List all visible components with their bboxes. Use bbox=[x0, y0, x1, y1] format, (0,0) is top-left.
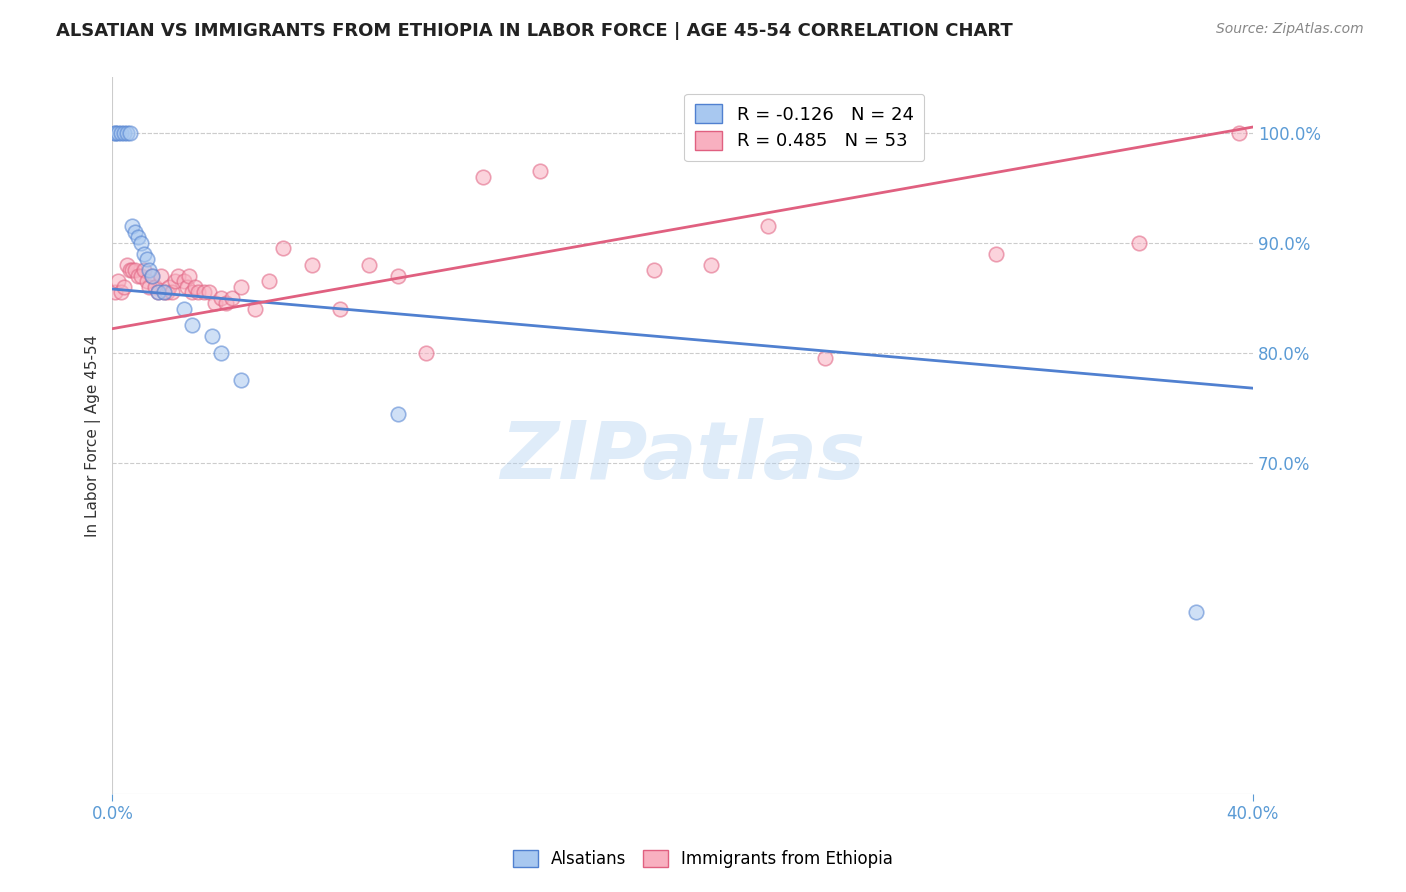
Point bbox=[529, 164, 551, 178]
Point bbox=[415, 346, 437, 360]
Point bbox=[387, 268, 409, 283]
Point bbox=[112, 126, 135, 140]
Point bbox=[141, 268, 163, 283]
Point bbox=[173, 274, 195, 288]
Point bbox=[387, 407, 409, 421]
Point bbox=[204, 296, 226, 310]
Point bbox=[104, 126, 127, 140]
Point bbox=[135, 274, 157, 288]
Point bbox=[257, 274, 280, 288]
Point bbox=[179, 268, 201, 283]
Point bbox=[132, 246, 155, 260]
Point bbox=[146, 285, 169, 300]
Text: ZIPatlas: ZIPatlas bbox=[501, 418, 865, 496]
Point bbox=[138, 280, 160, 294]
Point bbox=[159, 280, 181, 294]
Point bbox=[184, 280, 207, 294]
Point bbox=[201, 329, 224, 343]
Point bbox=[129, 235, 152, 250]
Point bbox=[146, 285, 169, 300]
Point bbox=[167, 268, 190, 283]
Point bbox=[149, 268, 172, 283]
Point bbox=[986, 246, 1008, 260]
Point bbox=[107, 274, 129, 288]
Point bbox=[176, 280, 198, 294]
Point bbox=[756, 219, 779, 234]
Point bbox=[1185, 605, 1208, 619]
Point bbox=[124, 225, 146, 239]
Point bbox=[181, 318, 204, 333]
Point bbox=[209, 346, 232, 360]
Point bbox=[301, 258, 323, 272]
Legend: Alsatians, Immigrants from Ethiopia: Alsatians, Immigrants from Ethiopia bbox=[506, 843, 900, 875]
Point bbox=[112, 280, 135, 294]
Point bbox=[118, 263, 141, 277]
Point bbox=[1227, 126, 1250, 140]
Point bbox=[129, 268, 152, 283]
Point bbox=[135, 252, 157, 267]
Point bbox=[229, 374, 252, 388]
Point bbox=[121, 219, 143, 234]
Point bbox=[104, 126, 127, 140]
Point bbox=[814, 351, 837, 366]
Point bbox=[221, 291, 243, 305]
Point bbox=[141, 268, 163, 283]
Point bbox=[118, 126, 141, 140]
Text: Source: ZipAtlas.com: Source: ZipAtlas.com bbox=[1216, 22, 1364, 37]
Point bbox=[132, 263, 155, 277]
Point bbox=[115, 126, 138, 140]
Point bbox=[357, 258, 380, 272]
Point bbox=[209, 291, 232, 305]
Point bbox=[107, 126, 129, 140]
Point bbox=[110, 126, 132, 140]
Point bbox=[124, 263, 146, 277]
Point bbox=[329, 301, 352, 316]
Point bbox=[273, 241, 295, 255]
Point bbox=[127, 268, 149, 283]
Y-axis label: In Labor Force | Age 45-54: In Labor Force | Age 45-54 bbox=[86, 334, 101, 537]
Point bbox=[121, 263, 143, 277]
Point bbox=[162, 285, 184, 300]
Point bbox=[110, 285, 132, 300]
Point bbox=[155, 285, 177, 300]
Point bbox=[700, 258, 723, 272]
Point bbox=[143, 280, 166, 294]
Point bbox=[643, 263, 665, 277]
Point bbox=[229, 280, 252, 294]
Point bbox=[152, 285, 174, 300]
Point bbox=[127, 230, 149, 244]
Point bbox=[181, 285, 204, 300]
Point bbox=[243, 301, 266, 316]
Point bbox=[472, 169, 495, 184]
Point bbox=[104, 285, 127, 300]
Point bbox=[198, 285, 221, 300]
Point bbox=[173, 301, 195, 316]
Point bbox=[165, 274, 187, 288]
Point bbox=[1128, 235, 1150, 250]
Point bbox=[187, 285, 209, 300]
Legend: R = -0.126   N = 24, R = 0.485   N = 53: R = -0.126 N = 24, R = 0.485 N = 53 bbox=[685, 94, 925, 161]
Text: ALSATIAN VS IMMIGRANTS FROM ETHIOPIA IN LABOR FORCE | AGE 45-54 CORRELATION CHAR: ALSATIAN VS IMMIGRANTS FROM ETHIOPIA IN … bbox=[56, 22, 1012, 40]
Point bbox=[152, 285, 174, 300]
Point bbox=[138, 263, 160, 277]
Point bbox=[115, 258, 138, 272]
Point bbox=[193, 285, 215, 300]
Point bbox=[215, 296, 238, 310]
